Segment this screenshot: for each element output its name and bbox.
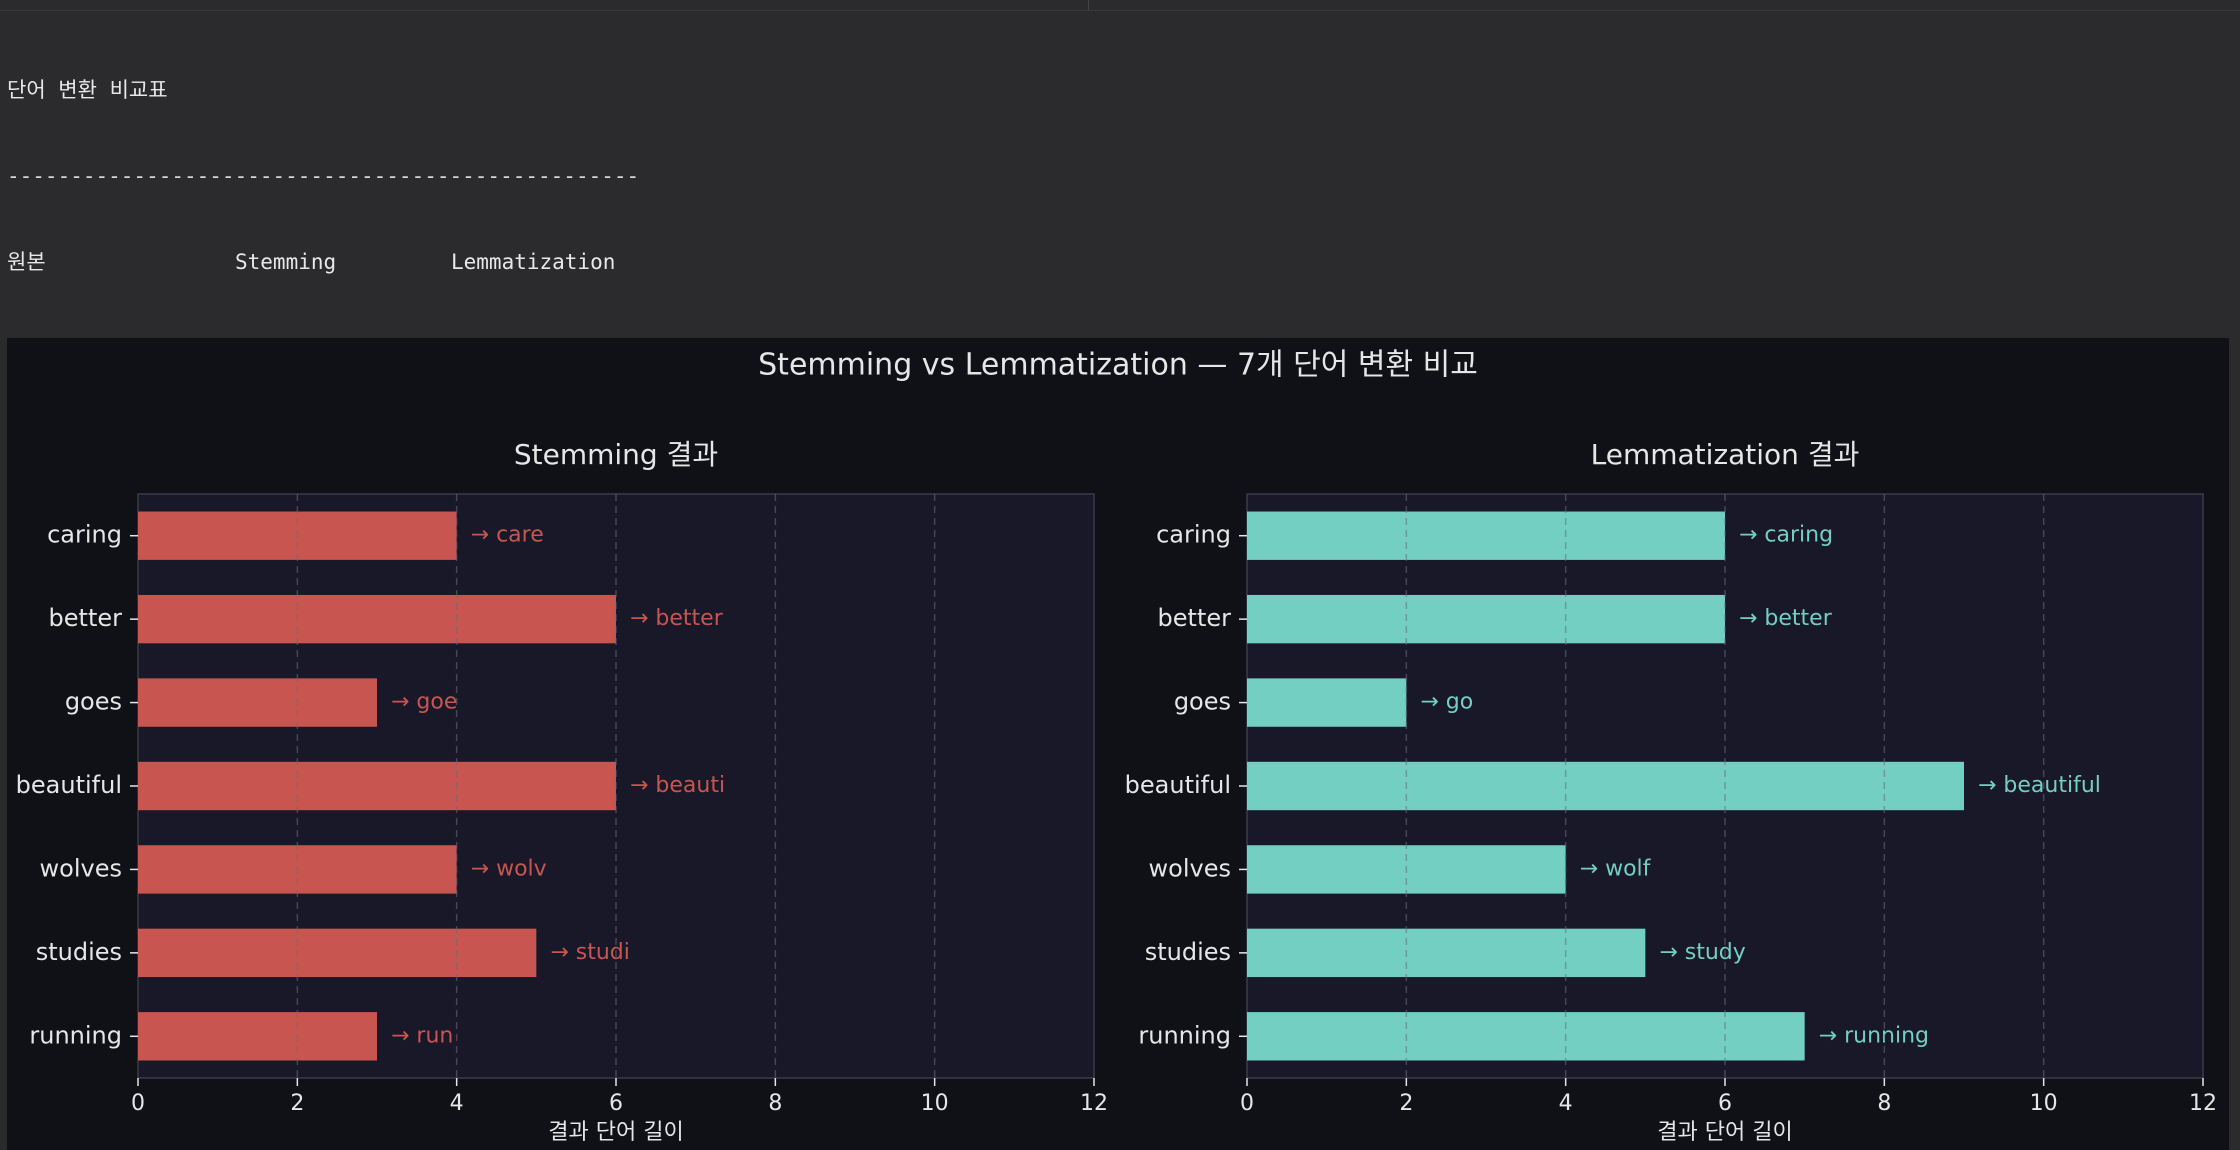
lemmatization-xtick-label-6: 12 — [2189, 1091, 2217, 1116]
lemmatization-category-label-studies: studies — [1145, 938, 1231, 966]
stemming-xtick-label-5: 10 — [921, 1091, 949, 1116]
chart-figure: Stemming vs Lemmatization — 7개 단어 변환 비교 S… — [7, 338, 2229, 1150]
stemming-bar-label-beautiful: → beauti — [630, 773, 725, 798]
stemming-bar-label-goes: → goe — [391, 690, 457, 715]
lemmatization-category-label-running: running — [1138, 1021, 1231, 1049]
stemming-category-label-caring: caring — [47, 521, 122, 549]
lemmatization-category-label-goes: goes — [1174, 688, 1231, 716]
lemmatization-bar-studies — [1247, 928, 1646, 978]
lemmatization-xtick-label-5: 10 — [2030, 1091, 2058, 1116]
figure-suptitle: Stemming vs Lemmatization — 7개 단어 변환 비교 — [758, 348, 1478, 383]
console-title: 단어 변환 비교표 — [7, 77, 168, 102]
lemmatization-xtick-label-1: 2 — [1399, 1091, 1413, 1116]
lemmatization-category-label-caring: caring — [1156, 521, 1231, 549]
lemmatization-bar-label-wolves: → wolf — [1580, 856, 1652, 881]
stemming-bar-label-studies: → studi — [550, 940, 630, 965]
stemming-category-label-goes: goes — [65, 688, 122, 716]
window-top-strip — [0, 0, 2240, 11]
stemming-bar-running — [138, 1012, 377, 1061]
stemming-bar-label-caring: → care — [471, 523, 544, 548]
stemming-bar-label-running: → run — [391, 1023, 453, 1048]
stemming-category-label-running: running — [29, 1021, 122, 1049]
stemming-bar-beautiful — [138, 761, 616, 811]
lemmatization-bar-running — [1247, 1012, 1805, 1061]
lemmatization-bar-label-better: → better — [1739, 606, 1833, 631]
lemmatization-bar-caring — [1247, 511, 1725, 560]
lemmatization-bar-label-studies: → study — [1659, 940, 1745, 965]
lemmatization-category-label-wolves: wolves — [1149, 854, 1231, 882]
stemming-xtick-label-2: 4 — [450, 1091, 464, 1116]
pane-divider[interactable] — [1088, 0, 1089, 10]
lemmatization-bar-label-running: → running — [1819, 1023, 1929, 1048]
stemming-xtick-label-1: 2 — [290, 1091, 304, 1116]
stemming-bar-better — [138, 594, 616, 644]
stemming-bar-label-wolves: → wolv — [471, 856, 547, 881]
stemming-xtick-label-4: 8 — [768, 1091, 782, 1116]
lemmatization-xlabel: 결과 단어 길이 — [1657, 1120, 1792, 1145]
stemming-bar-goes — [138, 678, 377, 727]
header-lemmatization: Lemmatization — [451, 250, 616, 275]
lemmatization-xtick-label-2: 4 — [1559, 1091, 1573, 1116]
lemmatization-category-label-beautiful: beautiful — [1125, 771, 1231, 799]
lemmatization-bar-label-beautiful: → beautiful — [1978, 773, 2101, 798]
header-original: 원본 — [7, 250, 46, 275]
stemming-category-label-wolves: wolves — [40, 854, 122, 882]
stemming-category-label-beautiful: beautiful — [16, 771, 122, 799]
header-stemming: Stemming — [235, 250, 337, 275]
lemmatization-title: Lemmatization 결과 — [1591, 438, 1860, 471]
console-header-row: 원본 Stemming Lemmatization — [7, 248, 1207, 277]
console-rule-top: ----------------------------------------… — [7, 163, 640, 188]
stemming-xtick-label-6: 12 — [1080, 1091, 1108, 1116]
lemmatization-xtick-label-3: 6 — [1718, 1091, 1732, 1116]
stemming-title: Stemming 결과 — [514, 438, 718, 471]
lemmatization-bar-beautiful — [1247, 761, 1964, 811]
stemming-bar-label-better: → better — [630, 606, 724, 631]
lemmatization-category-label-better: better — [1158, 604, 1232, 632]
stemming-category-label-studies: studies — [36, 938, 122, 966]
lemmatization-xtick-label-0: 0 — [1240, 1091, 1254, 1116]
stemming-xtick-label-3: 6 — [609, 1091, 623, 1116]
stemming-bar-studies — [138, 928, 537, 978]
lemmatization-xtick-label-4: 8 — [1877, 1091, 1891, 1116]
stemming-xtick-label-0: 0 — [131, 1091, 145, 1116]
lemmatization-bar-better — [1247, 594, 1725, 644]
stemming-xlabel: 결과 단어 길이 — [548, 1120, 683, 1145]
stemming-category-label-better: better — [49, 604, 123, 632]
lemmatization-bar-label-caring: → caring — [1739, 523, 1833, 548]
chart-svg: Stemming vs Lemmatization — 7개 단어 변환 비교 S… — [16, 348, 2217, 1146]
lemmatization-bar-label-goes: → go — [1420, 690, 1473, 715]
lemmatization-bar-goes — [1247, 678, 1407, 727]
